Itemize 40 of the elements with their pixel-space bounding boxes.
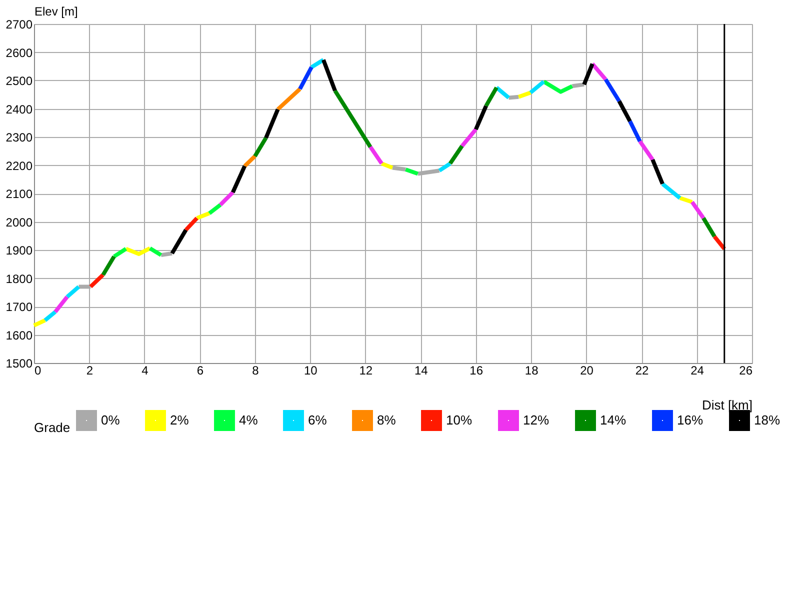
x-tick-label: 26 bbox=[739, 364, 753, 378]
y-tick-label: 1600 bbox=[6, 328, 33, 342]
legend-title: Grade bbox=[34, 420, 70, 435]
y-tick-label: 2700 bbox=[6, 18, 33, 32]
y-tick-label: 2500 bbox=[6, 74, 33, 88]
x-tick-label: 0 bbox=[34, 364, 42, 378]
x-axis-title: Dist [km] bbox=[702, 398, 752, 412]
legend-label: 14% bbox=[600, 412, 626, 428]
y-tick-label: 1700 bbox=[6, 300, 33, 314]
legend-label: 8% bbox=[377, 412, 396, 428]
y-tick-label: 1500 bbox=[6, 356, 33, 370]
y-axis-title: Elev [m] bbox=[34, 4, 78, 18]
legend-label: 16% bbox=[677, 412, 704, 428]
x-tick-label: 2 bbox=[86, 364, 94, 378]
y-tick-label: 1900 bbox=[6, 244, 33, 258]
x-tick-label: 16 bbox=[470, 364, 484, 378]
legend-label: 2% bbox=[170, 412, 190, 428]
x-tick-label: 8 bbox=[252, 364, 260, 378]
legend-label: 10% bbox=[446, 412, 472, 428]
x-tick-label: 12 bbox=[359, 364, 373, 378]
x-tick-label: 4 bbox=[142, 364, 149, 378]
y-tick-label: 2200 bbox=[6, 158, 33, 173]
x-tick-label: 22 bbox=[635, 364, 650, 378]
y-tick-label: 2000 bbox=[6, 215, 33, 230]
y-tick-label: 2600 bbox=[6, 46, 33, 60]
y-tick-label: 1800 bbox=[6, 272, 33, 286]
y-tick-label: 2300 bbox=[6, 130, 33, 144]
legend-label: 4% bbox=[239, 412, 258, 428]
legend-label: 12% bbox=[523, 412, 550, 428]
y-tick-label: 2100 bbox=[6, 187, 33, 201]
x-tick-label: 6 bbox=[196, 364, 204, 378]
legend-label: 6% bbox=[308, 412, 328, 428]
legend-label: 18% bbox=[754, 412, 780, 428]
x-tick-label: 14 bbox=[414, 364, 428, 378]
y-tick-label: 2400 bbox=[6, 102, 33, 116]
x-tick-label: 20 bbox=[580, 364, 594, 378]
x-tick-label: 10 bbox=[304, 364, 318, 378]
legend-label: 0% bbox=[101, 412, 120, 428]
x-tick-label: 18 bbox=[524, 364, 539, 378]
x-tick-label: 24 bbox=[690, 364, 704, 378]
